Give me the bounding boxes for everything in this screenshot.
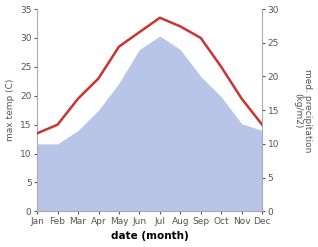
Y-axis label: max temp (C): max temp (C) [5,79,15,141]
X-axis label: date (month): date (month) [111,231,189,242]
Y-axis label: med. precipitation
(kg/m2): med. precipitation (kg/m2) [293,68,313,152]
